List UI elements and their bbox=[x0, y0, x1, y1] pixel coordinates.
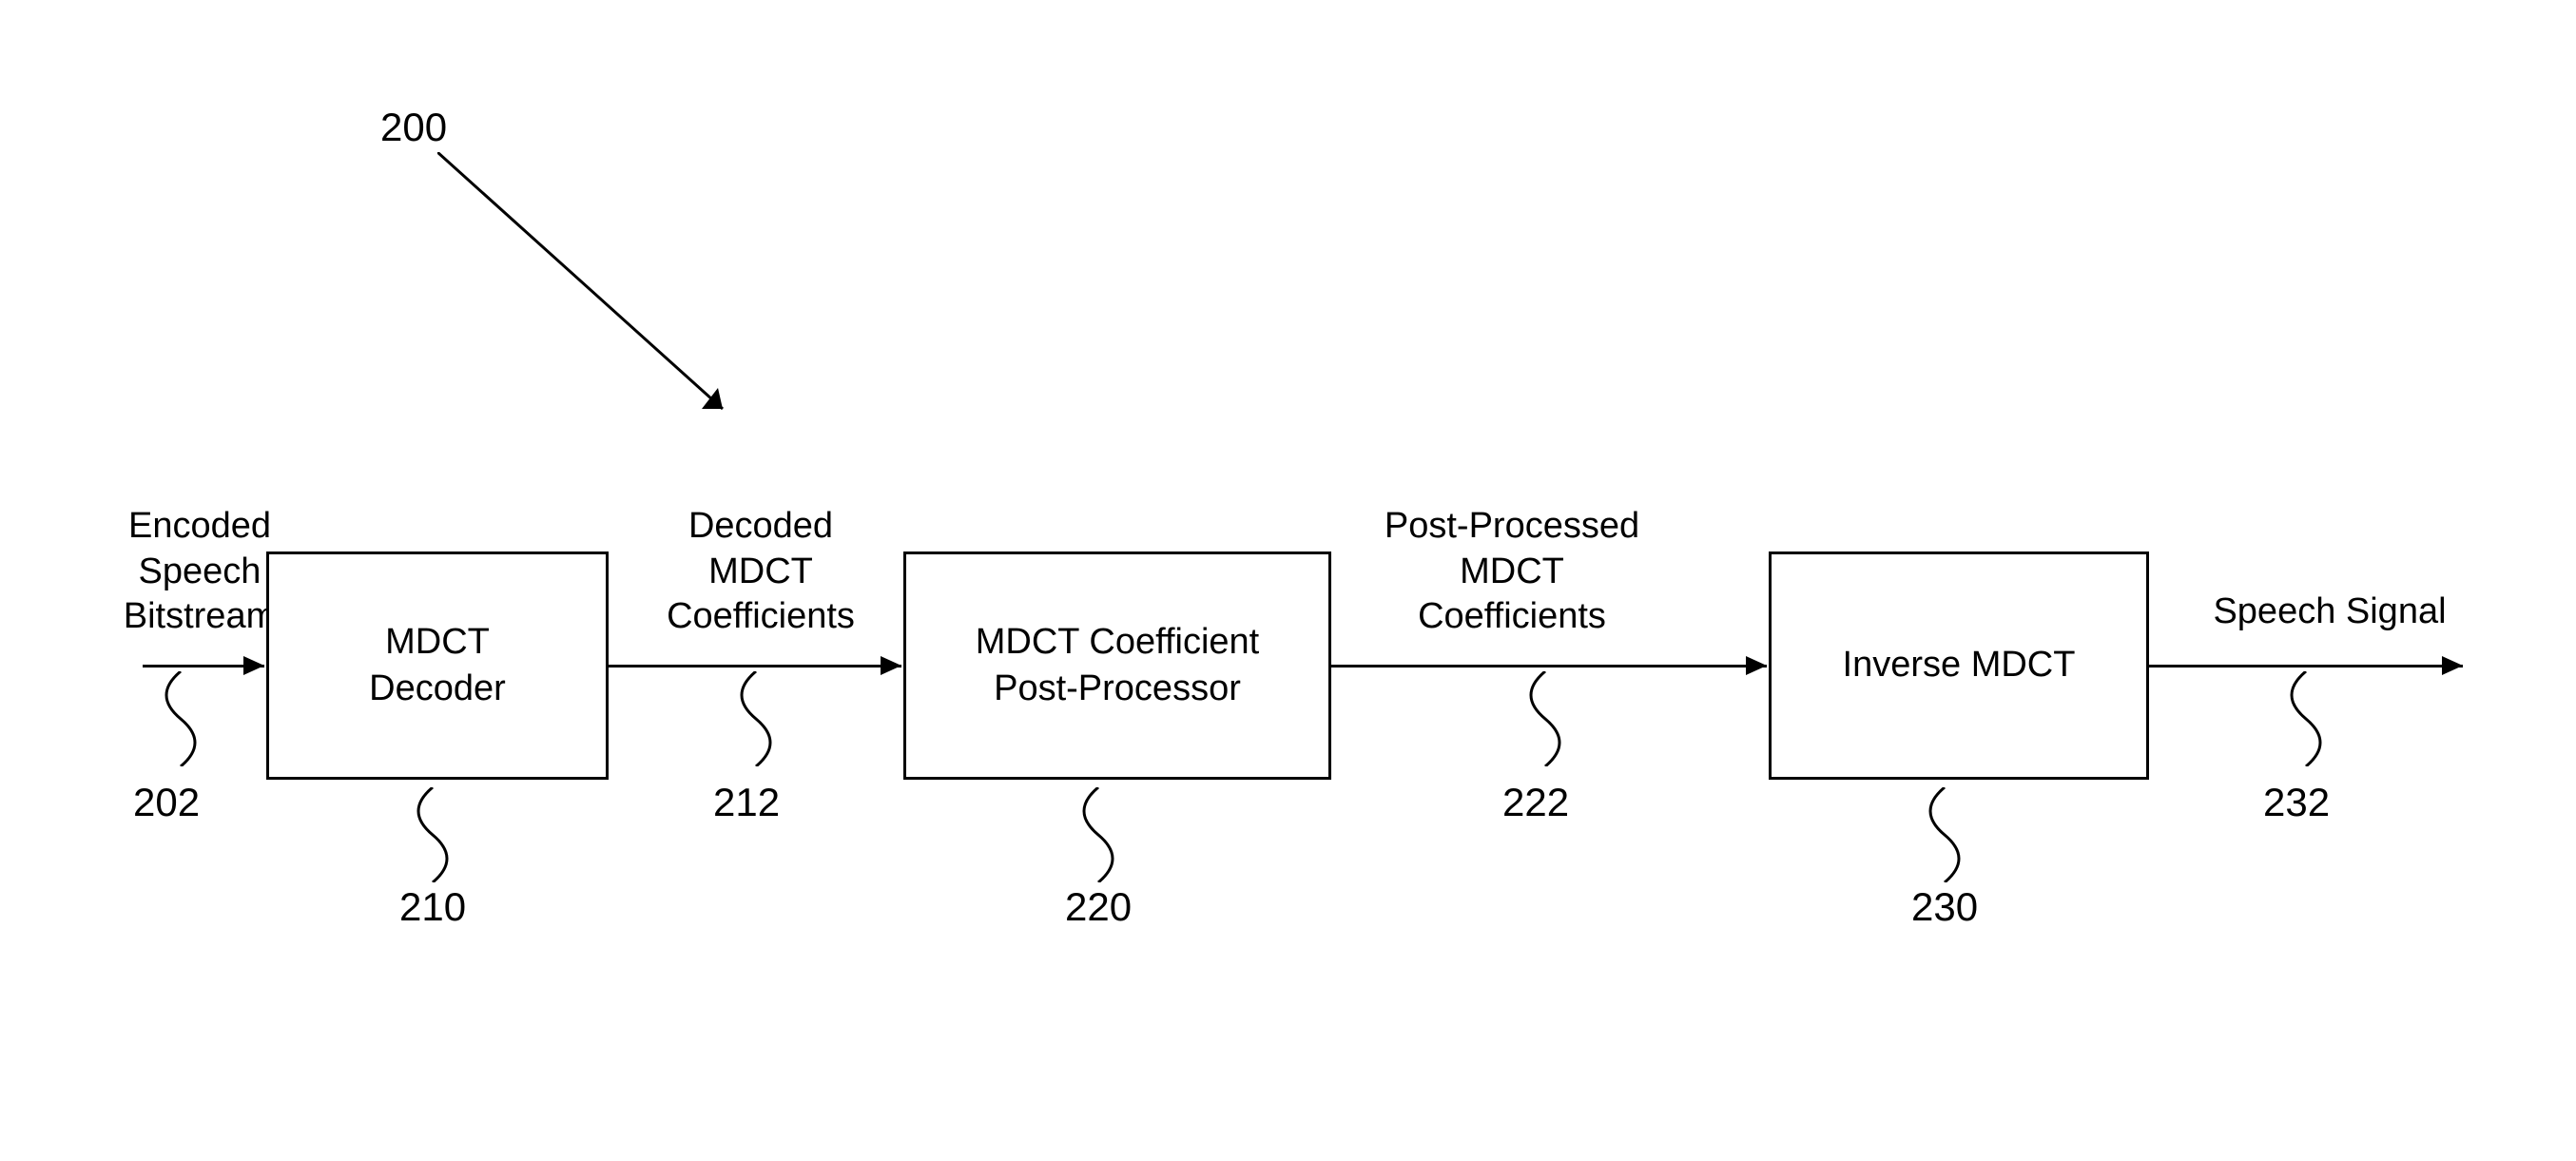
arrow-decoded bbox=[609, 665, 901, 668]
ref-212: 212 bbox=[713, 780, 780, 825]
signal-label-postprocessed: Post-Processed MDCT Coefficients bbox=[1360, 504, 1664, 640]
ref-squiggle-202 bbox=[147, 671, 214, 766]
ref-220: 220 bbox=[1065, 884, 1132, 930]
ref-210: 210 bbox=[399, 884, 466, 930]
ref-squiggle-212 bbox=[723, 671, 789, 766]
arrow-head-decoded bbox=[881, 656, 901, 675]
ref-232: 232 bbox=[2263, 780, 2330, 825]
ref-squiggle-220 bbox=[1065, 787, 1132, 882]
ref-222: 222 bbox=[1502, 780, 1569, 825]
signal-label-decoded: Decoded MDCT Coefficients bbox=[647, 504, 875, 640]
block-post-processor: MDCT Coefficient Post-Processor bbox=[903, 551, 1331, 780]
ref-202: 202 bbox=[133, 780, 200, 825]
block-mdct-decoder: MDCT Decoder bbox=[266, 551, 609, 780]
ref-230: 230 bbox=[1911, 884, 1978, 930]
ref-squiggle-210 bbox=[399, 787, 466, 882]
arrow-head-input bbox=[243, 656, 264, 675]
arrow-output bbox=[2149, 665, 2463, 668]
signal-label-input: Encoded Speech Bitstream bbox=[114, 504, 285, 640]
ref-squiggle-232 bbox=[2273, 671, 2339, 766]
ref-squiggle-222 bbox=[1512, 671, 1579, 766]
ref-main: 200 bbox=[380, 105, 447, 150]
arrow-head-postprocessed bbox=[1746, 656, 1767, 675]
arrow-head-output bbox=[2442, 656, 2463, 675]
arrow-postprocessed bbox=[1331, 665, 1767, 668]
signal-label-output: Speech Signal bbox=[2187, 590, 2472, 635]
ref-squiggle-230 bbox=[1911, 787, 1978, 882]
diagram-container: 200 Encoded Speech Bitstream 202 MDCT De… bbox=[0, 0, 2576, 1161]
block-inverse-mdct: Inverse MDCT bbox=[1769, 551, 2149, 780]
pointer-arrow bbox=[437, 152, 761, 437]
